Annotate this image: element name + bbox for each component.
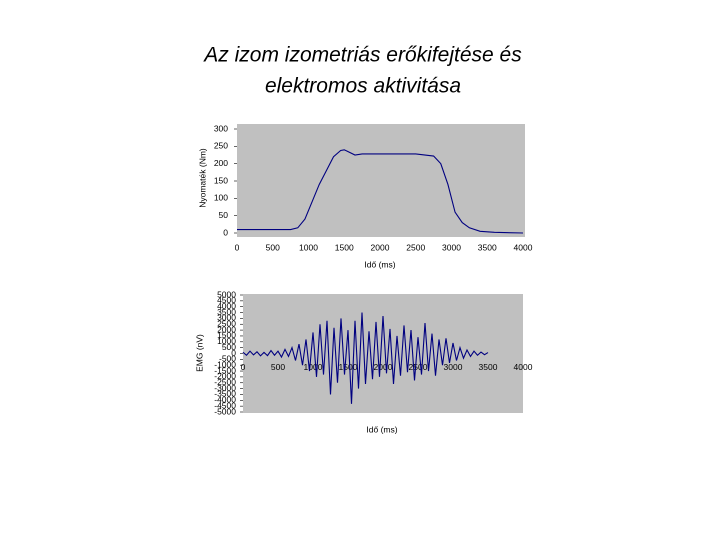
x-tick-label: 1000: [304, 362, 323, 372]
x-tick-label: 500: [271, 362, 285, 372]
y-tick-label: 100: [214, 193, 228, 203]
slide-title: Az izom izometriás erőkifejtése és: [202, 44, 522, 67]
y-tick-label: 5000: [217, 289, 236, 299]
x-tick-label: 4000: [514, 242, 533, 252]
y-tick-label: -2000: [214, 371, 236, 381]
y-tick-label: 250: [214, 141, 228, 151]
y-tick-label: -1500: [214, 365, 236, 375]
x-tick-label: 3000: [442, 242, 461, 252]
y-tick-label: 4500: [217, 295, 236, 305]
y-tick-label: 300: [214, 123, 228, 133]
x-tick-label: 2500: [406, 242, 425, 252]
x-tick-label: 0: [235, 242, 240, 252]
x-tick-label: 0: [241, 362, 246, 372]
x-tick-label: 500: [266, 242, 280, 252]
y-axis-title: EMG (nV): [194, 334, 204, 372]
y-tick-label: 2000: [217, 324, 236, 334]
y-tick-label: -4500: [214, 400, 236, 410]
plot-area: [243, 294, 523, 413]
y-tick-label: -1000: [214, 359, 236, 369]
y-tick-label: 3000: [217, 313, 236, 323]
y-tick-label: 200: [214, 158, 228, 168]
x-axis-title: Idő (ms): [366, 424, 397, 434]
y-tick-label: -2500: [214, 377, 236, 387]
y-tick-label: 500: [222, 342, 236, 352]
plot-area: [237, 124, 525, 237]
y-tick-label: -4000: [214, 395, 236, 405]
y-tick-label: 1000: [217, 336, 236, 346]
x-tick-label: 2000: [374, 362, 393, 372]
y-tick-label: -3500: [214, 389, 236, 399]
y-tick-label: 2500: [217, 319, 236, 329]
x-tick-label: 1500: [339, 362, 358, 372]
x-axis-title: Idő (ms): [364, 259, 395, 269]
y-axis-title: Nyomaték (Nm): [197, 148, 207, 208]
y-tick-label: 50: [219, 210, 229, 220]
x-tick-label: 2500: [409, 362, 428, 372]
data-line: [242, 312, 489, 404]
y-tick-label: -5000: [214, 406, 236, 416]
x-tick-label: 3500: [479, 362, 498, 372]
x-tick-label: 4000: [514, 362, 533, 372]
y-tick-label: -500: [219, 354, 236, 364]
y-tick-label: -3000: [214, 383, 236, 393]
y-tick-label: 150: [214, 175, 228, 185]
y-tick-label: 0: [231, 348, 236, 358]
data-line: [237, 149, 524, 234]
y-tick-label: 0: [223, 227, 228, 237]
y-tick-label: 1500: [217, 330, 236, 340]
y-tick-label: 4000: [217, 301, 236, 311]
x-tick-label: 3500: [478, 242, 497, 252]
y-tick-label: 3500: [217, 307, 236, 317]
x-tick-label: 1500: [335, 242, 354, 252]
x-tick-label: 1000: [299, 242, 318, 252]
slide-title: elektromos aktivitása: [265, 75, 461, 98]
x-tick-label: 3000: [444, 362, 463, 372]
x-tick-label: 2000: [371, 242, 390, 252]
